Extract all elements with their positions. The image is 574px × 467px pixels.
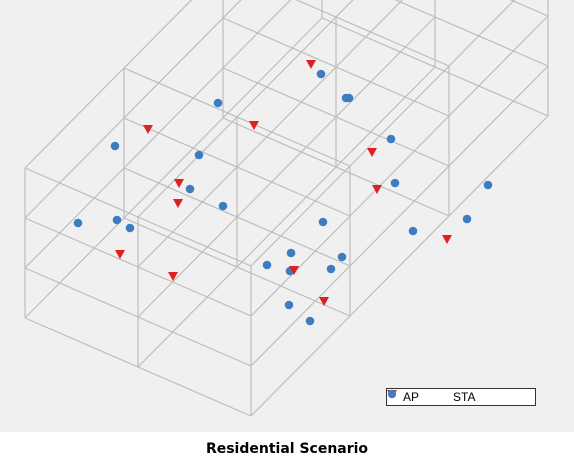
legend-item-sta: STA: [387, 389, 476, 404]
ap-marker: [319, 297, 329, 306]
sta-marker: [316, 69, 326, 79]
ap-marker: [115, 250, 125, 259]
legend-label-sta: STA: [453, 390, 476, 404]
wire-line: [250, 0, 516, 267]
wire-line: [137, 0, 354, 218]
sta-marker: [112, 215, 122, 225]
building-wireframe: [24, 0, 549, 417]
plot-area: AP STA: [0, 0, 574, 432]
sta-marker: [73, 218, 83, 228]
sta-marker: [262, 260, 272, 270]
sta-marker: [326, 264, 336, 274]
sta-marker: [483, 180, 493, 190]
ap-marker: [168, 272, 178, 281]
sta-marker: [462, 214, 472, 224]
wire-line: [24, 0, 193, 169]
ap-marker: [173, 199, 183, 208]
wire-line: [250, 65, 549, 367]
ap-marker: [372, 185, 382, 194]
wire-line: [24, 0, 292, 269]
sta-marker: [305, 316, 315, 326]
legend-item-ap: AP: [387, 390, 420, 404]
sta-marker: [386, 134, 396, 144]
sta-marker: [213, 98, 223, 108]
sta-marker: [390, 178, 400, 188]
wire-line: [24, 17, 323, 319]
sta-marker: [185, 184, 195, 194]
wire-line: [250, 15, 549, 317]
ap-marker: [174, 179, 184, 188]
sta-marker: [125, 223, 135, 233]
legend: AP STA: [386, 388, 536, 406]
sta-marker: [286, 248, 296, 258]
ap-marker: [306, 60, 316, 69]
sta-marker: [337, 252, 347, 262]
figure-caption: Residential Scenario: [205, 441, 369, 457]
ap-marker: [289, 266, 299, 275]
ap-marker: [367, 148, 377, 157]
wire-line: [137, 66, 436, 368]
legend-label-ap: AP: [403, 390, 420, 404]
sta-marker: [318, 217, 328, 227]
sta-marker: [408, 226, 418, 236]
circle-icon: [387, 389, 397, 399]
wire-line: [137, 0, 404, 268]
sta-marker: [110, 141, 120, 151]
wire-line: [250, 115, 549, 417]
ap-marker: [442, 235, 452, 244]
sta-marker: [344, 93, 354, 103]
sta-marker: [284, 300, 294, 310]
sta-marker: [218, 201, 228, 211]
wire-line: [137, 16, 436, 318]
ap-marker: [143, 125, 153, 134]
ap-marker: [249, 121, 259, 130]
wire-line: [24, 0, 242, 219]
sta-marker: [194, 150, 204, 160]
